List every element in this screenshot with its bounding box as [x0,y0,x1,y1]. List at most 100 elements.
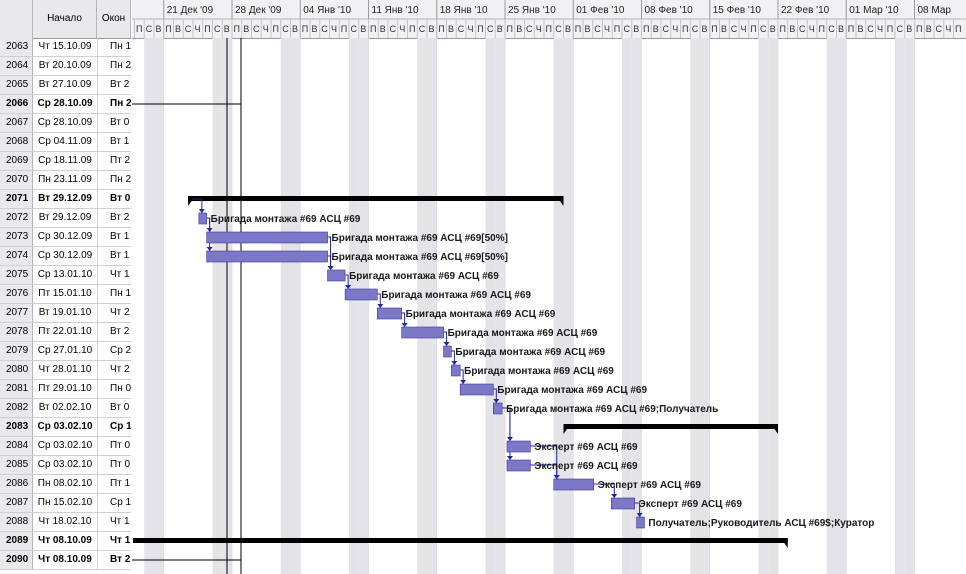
table-row[interactable]: 2082 Вт 02.02.10 Вт 0 [0,399,131,418]
timescale-day-letter: С [146,24,153,34]
table-row[interactable]: 2084 Ср 03.02.10 Пт 0 [0,437,131,456]
timescale-day-letter: Ч [945,24,951,34]
row-end: Вт 1 [110,250,130,261]
timescale-week-label: 28 Дек '09 [235,5,282,16]
task-resource-label: Эксперт #69 АСЦ #69 [639,499,743,510]
weekend-shade [495,38,505,574]
timescale-day-letter: В [380,24,386,34]
weekend-shade [417,38,427,574]
timescale-day-letter: П [273,24,279,34]
table-row[interactable]: 2074 Ср 30.12.09 Вт 1 [0,247,131,266]
task-resource-label: Эксперт #69 АСЦ #69 [534,442,638,453]
table-row[interactable]: 2076 Пт 15.01.10 Пн 1 [0,285,131,304]
table-row[interactable]: 2086 Пн 08.02.10 Пт 1 [0,475,131,494]
row-id: 2067 [0,114,33,132]
timescale-day-letter: С [692,24,699,34]
dependency-arrow [506,456,513,460]
gantt-chart-area[interactable]: Бригада монтажа #69 АСЦ #69 Бригада монта… [0,38,966,574]
timescale-day-letter: С [799,24,806,34]
timescale-day-letter: П [819,24,825,34]
timescale-day-letter: П [916,24,922,34]
timescale-week-label: 08 Мар [918,5,952,16]
timescale-week-label: 25 Янв '10 [508,5,556,16]
task-resource-label: Бригада монтажа #69 АСЦ #69 [464,366,614,377]
timescale-day-letter: С [936,24,943,34]
timescale-day-letter: П [302,24,308,34]
table-row[interactable]: 2079 Ср 27.01.10 Ср 2 [0,342,131,361]
summary-bar [563,424,778,429]
dependency-link [192,198,203,213]
row-end: Пн 2 [110,174,131,185]
task-bar [198,212,207,225]
row-start: Пн 08.02.10 [33,475,98,493]
timescale-day-letter: В [838,24,844,34]
weekend-shade [553,38,564,574]
table-row[interactable]: 2075 Ср 13.01.10 Чт 1 [0,266,131,285]
table-row[interactable]: 2090 Чт 08.10.09 Вт 2 [0,551,131,570]
header-start[interactable]: Начало [33,0,97,38]
table-row[interactable]: 2087 Пн 15.02.10 Ср 1 [0,494,131,513]
timescale-day-letter: С [419,24,426,34]
timescale-week-label: 08 Фев '10 [645,5,694,16]
row-end: Вт 1 [110,231,130,242]
timescale-day-letter: П [575,24,581,34]
table-row[interactable]: 2080 Чт 28.01.10 Чт 2 [0,361,131,380]
table-row[interactable]: 2063 Чт 15.10.09 Пн 1 [0,38,131,57]
dependency-arrow [327,266,334,270]
timescale-day-letter: В [721,24,727,34]
table-row[interactable]: 2069 Ср 18.11.09 Пт 2 [0,152,131,171]
table-row[interactable]: 2083 Ср 03.02.10 Ср 1 [0,418,131,437]
row-end: Пн 1 [110,41,131,52]
row-start: Вт 27.10.09 [33,76,98,94]
table-row[interactable]: 2088 Чт 18.02.10 Чт 1 [0,513,131,532]
timescale-day-letter: П [614,24,620,34]
row-id: 2072 [0,209,33,227]
header-end[interactable]: Окон [97,0,131,38]
row-id: 2064 [0,57,33,75]
row-start: Ср 30.12.09 [33,247,98,265]
task-resource-label: Бригада монтажа #69 АСЦ #69 [497,385,647,396]
dependency-arrow [611,494,618,498]
table-row[interactable]: 2064 Вт 20.10.09 Пн 2 [0,57,131,76]
timescale-day-letter: П [711,24,717,34]
table-row[interactable]: 2081 Пт 29.01.10 Пн 0 [0,380,131,399]
timescale-day-letter: Ч [195,24,201,34]
timescale-day-letter: В [497,24,503,34]
timescale-day-letter: П [848,24,854,34]
row-id: 2090 [0,551,33,569]
row-start: Вт 29.12.09 [33,190,98,208]
table-row[interactable]: 2078 Пт 22.01.10 Вт 2 [0,323,131,342]
row-id: 2070 [0,171,33,189]
timescale-week-label: 21 Дек '09 [167,5,214,16]
timescale-day-letter: С [185,24,192,34]
table-row[interactable]: 2068 Ср 04.11.09 Вт 1 [0,133,131,152]
weekend-shade [144,38,154,574]
table-row[interactable]: 2071 Вт 29.12.09 Вт 0 [0,190,131,209]
table-row[interactable]: 2072 Вт 29.12.09 Вт 2 [0,209,131,228]
timescale-day-letter: В [448,24,454,34]
table-row[interactable]: 2067 Ср 28.10.09 Вт 0 [0,114,131,133]
table-row[interactable]: 2065 Вт 27.10.09 Вт 2 [0,76,131,95]
timescale-day-letter: В [156,24,162,34]
timescale-day-letter: Ч [809,24,815,34]
row-end: Вт 0 [110,193,131,204]
row-end: Ср 1 [110,497,131,508]
table-row[interactable]: 2073 Ср 30.12.09 Вт 1 [0,228,131,247]
table-row[interactable]: 2089 Чт 08.10.09 Чт 1 [0,532,131,551]
table-row[interactable]: 2066 Ср 28.10.09 Пн 2 [0,95,131,114]
row-id: 2089 [0,532,33,550]
row-start: Ср 04.11.09 [33,133,98,151]
weekend-shade [690,38,700,574]
table-row[interactable]: 2085 Ср 03.02.10 Пт 0 [0,456,131,475]
header-id-cell[interactable] [0,0,33,38]
task-bar [506,440,531,453]
weekend-shade [154,38,164,574]
row-start: Чт 28.01.10 [33,361,98,379]
table-row[interactable]: 2077 Вт 19.01.10 Чт 2 [0,304,131,323]
row-id: 2073 [0,228,33,246]
timescale-day-letter: В [926,24,932,34]
weekend-shade [826,38,837,574]
row-end: Вт 0 [110,402,130,413]
table-row[interactable]: 2070 Пн 23.11.09 Пн 2 [0,171,131,190]
